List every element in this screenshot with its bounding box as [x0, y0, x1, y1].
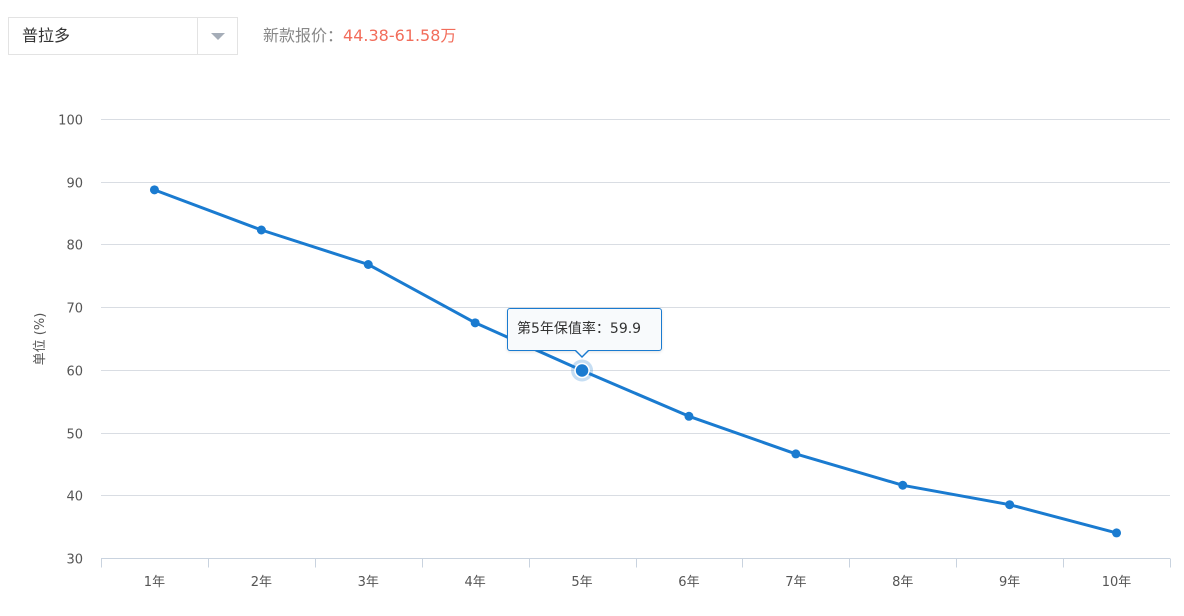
y-axis-label: 单位 (%) — [33, 313, 48, 366]
y-tick-label: 70 — [66, 302, 83, 317]
data-point — [684, 411, 694, 421]
tooltip-arrow — [574, 349, 590, 358]
y-tick-label: 90 — [66, 177, 83, 192]
data-point — [149, 185, 159, 195]
axis-layer: 100 90 80 70 60 50 40 30 1年 2年 3年 4年 5年 6年 7年 8年 9年 10年 — [58, 114, 1171, 590]
caret-down-icon — [210, 32, 225, 40]
x-tick-label: 2年 — [251, 575, 272, 590]
tooltip: 第5年保值率：59.9 — [507, 308, 662, 358]
points-layer — [149, 185, 1122, 538]
series-line — [152, 188, 1119, 535]
price-label: 新款报价： — [263, 26, 344, 45]
data-point — [1005, 500, 1015, 510]
data-point — [363, 259, 373, 269]
x-tick-label: 8年 — [892, 575, 913, 590]
data-point — [898, 480, 908, 490]
price-line: 新款报价：44.38-61.58万 — [263, 26, 456, 46]
data-point — [1112, 528, 1122, 538]
y-tick-label: 50 — [66, 428, 83, 443]
y-tick-label: 30 — [66, 553, 83, 568]
x-tick-label: 10年 — [1102, 575, 1132, 590]
model-select[interactable]: 普拉多 — [8, 17, 238, 55]
x-tick-label: 3年 — [358, 575, 379, 590]
data-point — [470, 318, 480, 328]
tooltip-text: 第5年保值率：59.9 — [517, 321, 642, 337]
data-point-highlighted — [574, 362, 590, 379]
series-layer — [152, 188, 1119, 535]
data-point — [791, 449, 801, 459]
y-tick-label: 40 — [66, 490, 83, 505]
x-tick-label: 4年 — [465, 575, 486, 590]
x-tick-label: 7年 — [785, 575, 806, 590]
data-point — [256, 225, 266, 235]
y-tick-label: 80 — [66, 239, 83, 254]
x-tick-label: 1年 — [144, 575, 165, 590]
grid-layer — [101, 119, 1170, 496]
x-tick-label: 5年 — [571, 575, 592, 590]
price-value: 44.38-61.58万 — [343, 26, 457, 45]
y-tick-label: 100 — [58, 114, 83, 129]
x-tick-label: 9年 — [999, 575, 1020, 590]
y-tick-label: 60 — [66, 365, 83, 380]
model-select-value: 普拉多 — [22, 26, 71, 45]
x-tick-label: 6年 — [678, 575, 699, 590]
model-select-toggle[interactable] — [197, 18, 237, 54]
